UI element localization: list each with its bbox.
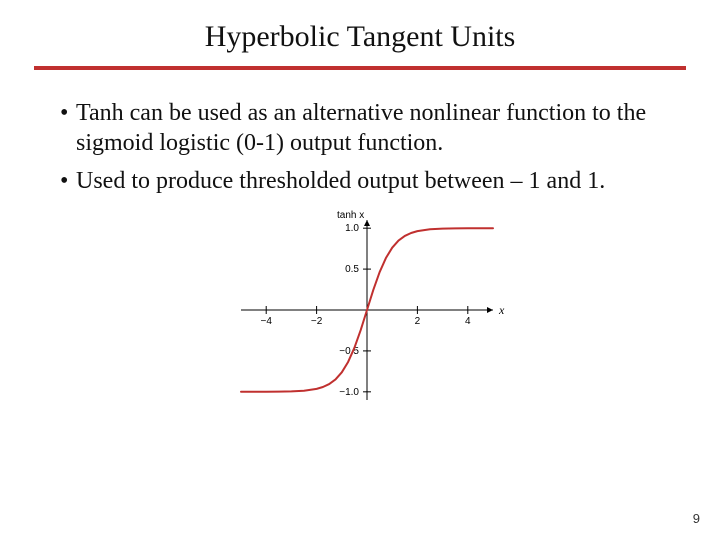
bullet-text: Tanh can be used as an alternative nonli…	[76, 98, 666, 158]
svg-text:4: 4	[465, 316, 471, 327]
bullet-list: • Tanh can be used as an alternative non…	[0, 70, 720, 196]
tanh-chart: −4 −2 2 4 −1.0 −0.5 0.5 1.0 tanh x x	[205, 204, 515, 419]
svg-text:2: 2	[415, 316, 421, 327]
svg-text:−0.5: −0.5	[339, 346, 359, 357]
svg-text:0.5: 0.5	[345, 264, 359, 275]
slide: Hyperbolic Tangent Units • Tanh can be u…	[0, 0, 720, 540]
chart-container: −4 −2 2 4 −1.0 −0.5 0.5 1.0 tanh x x	[0, 204, 720, 419]
slide-title: Hyperbolic Tangent Units	[0, 20, 720, 54]
svg-text:1.0: 1.0	[345, 223, 359, 234]
svg-text:−1.0: −1.0	[339, 387, 359, 398]
svg-text:x: x	[498, 303, 505, 317]
list-item: • Used to produce thresholded output bet…	[60, 166, 666, 196]
bullet-text: Used to produce thresholded output betwe…	[76, 166, 605, 196]
bullet-dot-icon: •	[60, 166, 76, 196]
bullet-dot-icon: •	[60, 98, 76, 128]
tanh-plot-svg: −4 −2 2 4 −1.0 −0.5 0.5 1.0 tanh x x	[205, 204, 515, 414]
list-item: • Tanh can be used as an alternative non…	[60, 98, 666, 158]
svg-text:−2: −2	[311, 316, 323, 327]
page-number: 9	[693, 511, 700, 526]
svg-text:tanh x: tanh x	[337, 210, 364, 221]
title-wrap: Hyperbolic Tangent Units	[0, 0, 720, 54]
svg-text:−4: −4	[260, 316, 272, 327]
